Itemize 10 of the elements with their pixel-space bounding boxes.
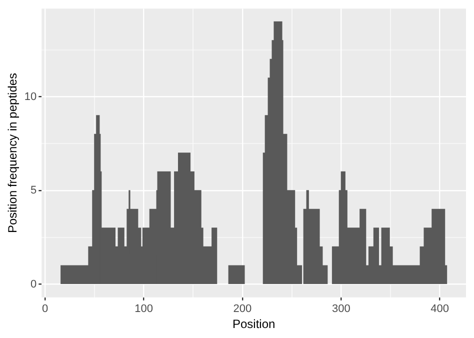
y-axis-title: Position frequency in peptides xyxy=(6,72,20,234)
x-tick-label: 400 xyxy=(430,303,450,316)
y-tick-label: 0 xyxy=(30,278,37,290)
y-tick-label: 5 xyxy=(30,184,37,197)
x-tick-label: 300 xyxy=(332,303,350,316)
x-tick-label: 0 xyxy=(42,303,48,316)
x-axis-title: Position xyxy=(232,317,276,332)
x-tick-label: 200 xyxy=(233,303,252,316)
y-tick-label: 10 xyxy=(24,90,37,103)
x-tick-label: 100 xyxy=(134,303,153,316)
